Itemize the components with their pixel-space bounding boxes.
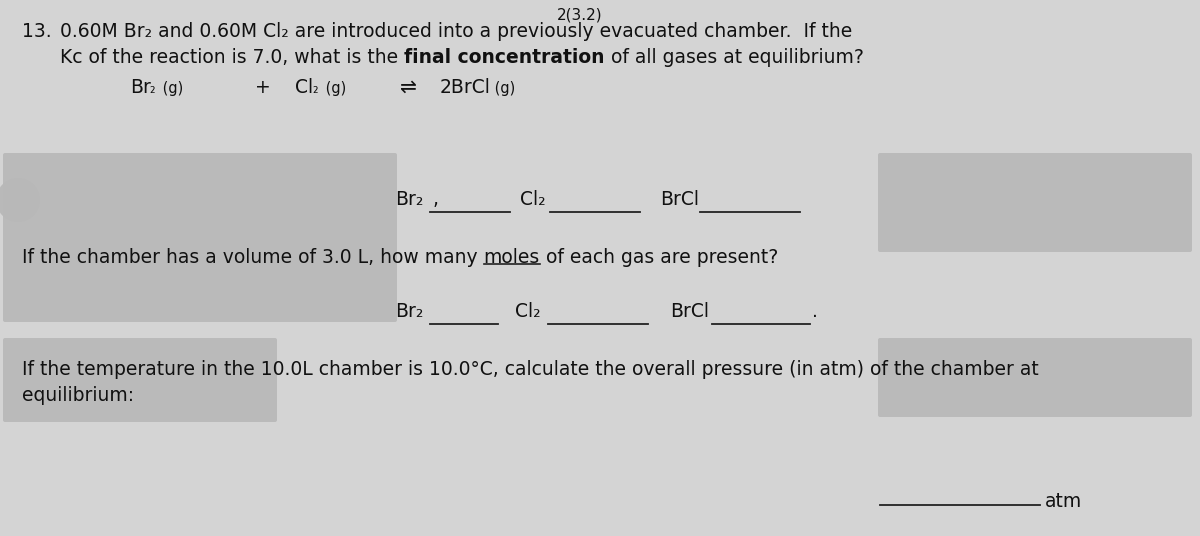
Text: Cl₂: Cl₂ bbox=[520, 190, 546, 209]
Text: ₂: ₂ bbox=[149, 82, 155, 96]
Text: Br₂: Br₂ bbox=[395, 302, 424, 321]
Text: Kc of the reaction is 7.0, what is the: Kc of the reaction is 7.0, what is the bbox=[60, 48, 404, 67]
FancyBboxPatch shape bbox=[878, 153, 1192, 252]
Text: (g): (g) bbox=[322, 81, 347, 96]
FancyBboxPatch shape bbox=[2, 338, 277, 422]
Text: .: . bbox=[812, 302, 818, 321]
Text: 2(3.2): 2(3.2) bbox=[557, 8, 602, 23]
Text: of each gas are present?: of each gas are present? bbox=[540, 248, 778, 267]
Text: 2BrCl: 2BrCl bbox=[440, 78, 491, 97]
Text: If the chamber has a volume of 3.0 L, how many: If the chamber has a volume of 3.0 L, ho… bbox=[22, 248, 484, 267]
Text: ₂: ₂ bbox=[312, 82, 318, 96]
Text: ,: , bbox=[433, 190, 439, 209]
Text: +: + bbox=[256, 78, 271, 97]
Text: final concentration: final concentration bbox=[404, 48, 605, 67]
Text: If the temperature in the 10.0L chamber is 10.0°C, calculate the overall pressur: If the temperature in the 10.0L chamber … bbox=[22, 360, 1039, 379]
Text: (g): (g) bbox=[158, 81, 184, 96]
Text: 0.60M Br₂ and 0.60M Cl₂ are introduced into a previously evacuated chamber.  If : 0.60M Br₂ and 0.60M Cl₂ are introduced i… bbox=[60, 22, 852, 41]
Text: Br₂: Br₂ bbox=[395, 190, 424, 209]
FancyBboxPatch shape bbox=[878, 338, 1192, 417]
Text: of all gases at equilibrium?: of all gases at equilibrium? bbox=[605, 48, 864, 67]
Text: BrCl: BrCl bbox=[670, 302, 709, 321]
Text: atm: atm bbox=[1045, 492, 1082, 511]
FancyBboxPatch shape bbox=[2, 153, 397, 322]
Text: Cl₂: Cl₂ bbox=[515, 302, 541, 321]
Text: BrCl: BrCl bbox=[660, 190, 698, 209]
Text: ⇌: ⇌ bbox=[400, 78, 416, 97]
Text: Cl: Cl bbox=[295, 78, 313, 97]
Text: 13.: 13. bbox=[22, 22, 52, 41]
Text: Br: Br bbox=[130, 78, 151, 97]
Text: (g): (g) bbox=[490, 81, 515, 96]
Text: equilibrium:: equilibrium: bbox=[22, 386, 134, 405]
Text: moles: moles bbox=[484, 248, 540, 267]
Circle shape bbox=[0, 178, 40, 222]
